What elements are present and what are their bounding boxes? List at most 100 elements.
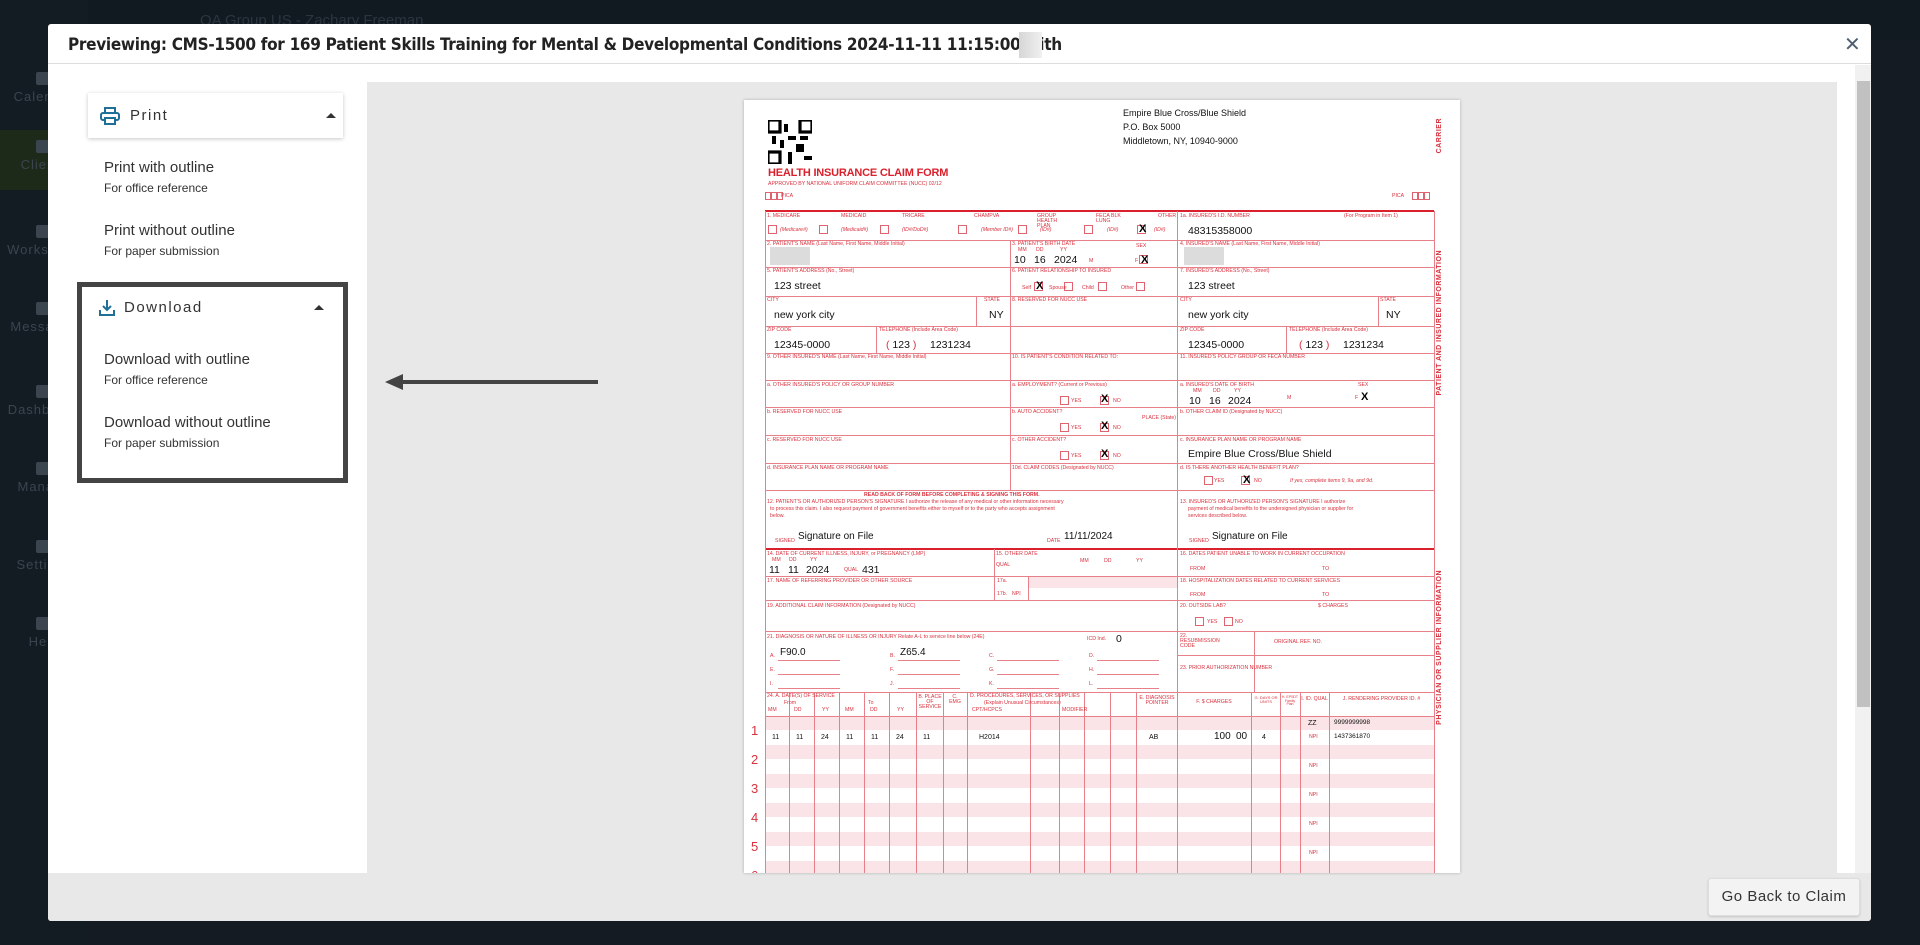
line-number: 3 <box>751 781 759 796</box>
arrow-left-icon <box>385 374 598 390</box>
label-orig-ref: ORIGINAL REF. NO. <box>1274 639 1322 645</box>
caret-up-icon[interactable] <box>314 305 324 310</box>
go-back-to-claim-button[interactable]: Go Back to Claim <box>1708 878 1860 916</box>
caret-up-icon[interactable] <box>326 113 336 118</box>
label-f: F <box>1355 395 1359 401</box>
checkbox <box>1139 255 1148 264</box>
shaded-row <box>765 716 1434 730</box>
close-icon[interactable]: ✕ <box>1844 34 1861 56</box>
line-number: 1 <box>751 723 759 738</box>
form-divider <box>1028 576 1029 600</box>
diagnosis-letter: C. <box>989 653 995 659</box>
diagnosis-underline <box>997 674 1059 675</box>
redacted-patient-name <box>770 247 810 265</box>
area-code: 123 <box>892 339 910 351</box>
form-rule <box>765 692 1434 693</box>
form-divider <box>1434 211 1435 873</box>
download-without-outline-option[interactable]: Download without outline For paper submi… <box>104 414 271 450</box>
label-dd: DD <box>794 707 802 713</box>
employment-no-check: X <box>1101 393 1109 405</box>
label-tel: TELEPHONE (Include Area Code) <box>879 327 958 333</box>
label-self: Self <box>1022 285 1031 291</box>
service-to-1: 11 <box>871 734 879 741</box>
label-box11: 11. INSURED'S POLICY GROUP OR FECA NUMBE… <box>1180 354 1305 360</box>
checkbox <box>1060 423 1069 432</box>
label-box12-line2: to process this claim. I also request pa… <box>770 506 1055 512</box>
label-24i: I. ID. QUAL <box>1301 696 1328 702</box>
label-box4: 4. INSURED'S NAME (Last Name, First Name… <box>1180 241 1320 247</box>
label-box23: 23. PRIOR AUTHORIZATION NUMBER <box>1180 665 1273 671</box>
label-box12-line3: below. <box>770 513 785 519</box>
print-without-outline-option[interactable]: Print without outline For paper submissi… <box>104 222 235 258</box>
download-icon <box>99 300 115 316</box>
npi-label: NPI <box>1309 763 1318 769</box>
insured-signature: Signature on File <box>1212 531 1288 542</box>
patient-dob-month: 10 <box>1014 254 1026 266</box>
charge-dollars: 100 <box>1214 731 1231 742</box>
label-box14: 14. DATE OF CURRENT ILLNESS, INJURY, or … <box>767 551 926 557</box>
label-24e: E. DIAGNOSIS POINTER <box>1139 695 1175 707</box>
label-box21: 21. DIAGNOSIS OR NATURE OF ILLNESS OR IN… <box>767 634 985 640</box>
download-section-header[interactable]: Download <box>82 287 343 327</box>
label-medicaid-id: (Medicaid#) <box>841 227 869 233</box>
form-title: HEALTH INSURANCE CLAIM FORM <box>768 167 949 179</box>
form-divider <box>1286 326 1287 353</box>
form-rule <box>765 490 1434 491</box>
label-icd-ind: ICD Ind. <box>1087 636 1107 642</box>
label-modifier: MODIFIER <box>1062 707 1088 713</box>
download-with-outline-option[interactable]: Download with outline For office referen… <box>104 351 250 387</box>
diagnosis-underline <box>1097 674 1159 675</box>
label-sex: SEX <box>1136 243 1147 249</box>
pica-box <box>1424 192 1430 200</box>
label-tricare: TRICARE <box>902 213 925 219</box>
signature-date: 11/11/2024 <box>1064 531 1113 542</box>
diagnosis-a: F90.0 <box>780 647 806 658</box>
label-24h: H. EPSDT Family Plan <box>1281 695 1299 706</box>
label-champva: CHAMPVA <box>974 213 1000 219</box>
label-box15: 15. OTHER DATE <box>996 551 1038 557</box>
diagnosis-letter: L. <box>1089 681 1094 687</box>
form-divider <box>814 692 815 873</box>
label-qual: QUAL <box>844 567 859 573</box>
pica-box <box>777 192 783 200</box>
checkbox <box>1195 617 1204 626</box>
label-signed: SIGNED <box>1189 538 1209 544</box>
label-spouse: Spouse <box>1049 285 1067 291</box>
label-box17a: 17a. <box>997 578 1008 584</box>
option-title: Print with outline <box>104 159 215 176</box>
form-divider <box>1084 692 1085 873</box>
form-divider <box>864 692 865 873</box>
provider-id-top: 9999999998 <box>1334 719 1371 726</box>
insured-zip: 12345-0000 <box>1188 339 1245 351</box>
checkbox <box>1100 423 1109 432</box>
insured-city: new york city <box>1188 309 1249 321</box>
patient-dob-year: 2024 <box>1054 254 1078 266</box>
label-sex: SEX <box>1358 382 1369 388</box>
form-rule <box>1177 655 1434 656</box>
label-city: CITY <box>1180 297 1192 303</box>
label-charges: $ CHARGES <box>1318 603 1348 609</box>
illness-qual: 431 <box>862 564 880 576</box>
label-signed: SIGNED <box>775 538 795 544</box>
pica-box <box>1418 192 1424 200</box>
preview-scrollbar-thumb[interactable] <box>1857 81 1870 707</box>
cms1500-form-page: HEALTH INSURANCE CLAIM FORM APPROVED BY … <box>744 100 1460 873</box>
label-dd: DD <box>1036 247 1044 253</box>
patient-state: NY <box>989 309 1004 321</box>
label-from: FROM <box>1190 592 1206 598</box>
insurance-plan-name: Empire Blue Cross/Blue Shield <box>1188 448 1332 460</box>
option-title: Download with outline <box>104 351 250 368</box>
label-zip: ZIP CODE <box>767 327 792 333</box>
print-with-outline-option[interactable]: Print with outline For office reference <box>104 159 214 195</box>
npi-label: NPI <box>1309 850 1318 856</box>
npi-label: NPI <box>1309 792 1318 798</box>
form-rule <box>765 435 1434 436</box>
label-m: M <box>1287 395 1292 401</box>
label-box9a: a. OTHER INSURED'S POLICY OR GROUP NUMBE… <box>767 382 895 388</box>
print-section-header[interactable]: Print <box>88 93 343 138</box>
checkbox <box>768 225 777 234</box>
checkbox <box>1060 451 1069 460</box>
diagnosis-letter: G. <box>989 667 995 673</box>
form-rule <box>765 326 1434 327</box>
label-group-id: (ID#) <box>1040 227 1052 233</box>
